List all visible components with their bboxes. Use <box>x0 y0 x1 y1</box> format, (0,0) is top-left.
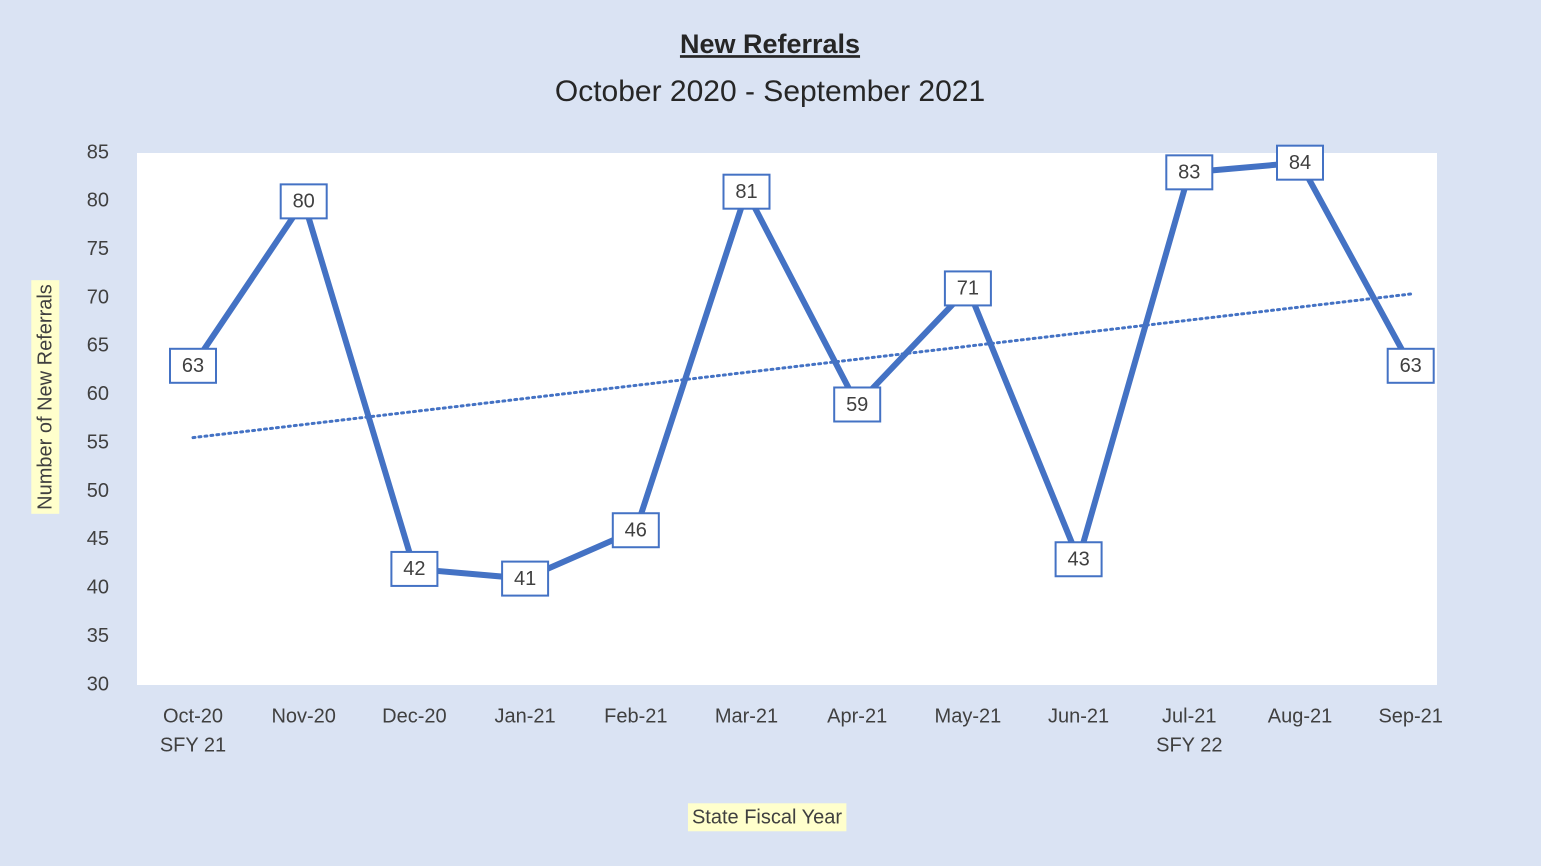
y-tick-label: 45 <box>87 528 109 550</box>
data-label: 81 <box>735 181 757 203</box>
x-tick-label: Nov-20 <box>271 705 335 727</box>
data-label-box <box>943 270 992 307</box>
data-label: 42 <box>403 558 425 580</box>
y-tick-label: 30 <box>87 673 109 695</box>
data-label-box <box>611 512 660 549</box>
y-tick-label: 35 <box>87 625 109 647</box>
data-label: 84 <box>1289 152 1311 174</box>
data-label-box <box>501 560 550 597</box>
data-label: 83 <box>1178 162 1200 184</box>
y-tick-label: 50 <box>87 480 109 502</box>
y-tick-label: 40 <box>87 577 109 599</box>
data-label: 80 <box>293 191 315 213</box>
trendline <box>191 292 1413 440</box>
data-label-box <box>1276 144 1324 181</box>
plot-area <box>137 153 1437 685</box>
axis-label-highlight <box>687 803 847 832</box>
y-tick-label: 80 <box>87 190 109 212</box>
x-tick-label: Oct-20 <box>163 705 223 727</box>
y-tick-label: 75 <box>87 238 109 260</box>
chart-subtitle: October 2020 - September 2021 <box>555 75 985 108</box>
x-axis-label: State Fiscal Year <box>692 806 842 828</box>
data-label-box <box>390 550 439 587</box>
data-label: 46 <box>625 520 647 542</box>
x-tick-label: Mar-21 <box>715 705 778 727</box>
x-tick-label: Jan-21 <box>495 705 556 727</box>
y-axis-label-group: Number of New Referrals <box>31 280 60 514</box>
x-tick-label: Jun-21 <box>1048 705 1109 727</box>
data-label: 41 <box>514 568 536 590</box>
data-label: 71 <box>957 278 979 300</box>
data-label-box <box>1054 541 1103 578</box>
data-label: 43 <box>1067 549 1089 571</box>
data-label: 63 <box>1400 355 1422 377</box>
data-label-box <box>169 347 217 384</box>
axis-label-highlight <box>31 280 60 514</box>
data-label-box <box>279 183 328 220</box>
y-tick-label: 60 <box>87 383 109 405</box>
y-tick-label: 55 <box>87 431 109 453</box>
x-tick-label: Dec-20 <box>382 705 446 727</box>
x-tick-label: May-21 <box>935 705 1002 727</box>
data-label-box <box>1386 347 1435 384</box>
x-tick-label: Sep-21 <box>1378 705 1443 727</box>
x-tick-label: Aug-21 <box>1268 705 1333 727</box>
data-label-box <box>722 173 771 210</box>
x-tick-sublabel: SFY 22 <box>1156 734 1222 756</box>
data-label: 59 <box>846 394 868 416</box>
data-label: 63 <box>182 355 204 377</box>
x-tick-sublabel: SFY 21 <box>160 734 226 756</box>
x-tick-label: Jul-21 <box>1162 705 1216 727</box>
y-tick-label: 85 <box>87 141 109 163</box>
x-tick-label: Feb-21 <box>604 705 667 727</box>
y-axis-label: Number of New Referrals <box>34 284 56 510</box>
chart-title: New Referrals <box>680 29 860 59</box>
y-tick-label: 70 <box>87 286 109 308</box>
data-label-box <box>1165 154 1214 191</box>
x-tick-label: Apr-21 <box>827 705 887 727</box>
data-label-box <box>833 386 882 423</box>
y-tick-label: 65 <box>87 335 109 357</box>
